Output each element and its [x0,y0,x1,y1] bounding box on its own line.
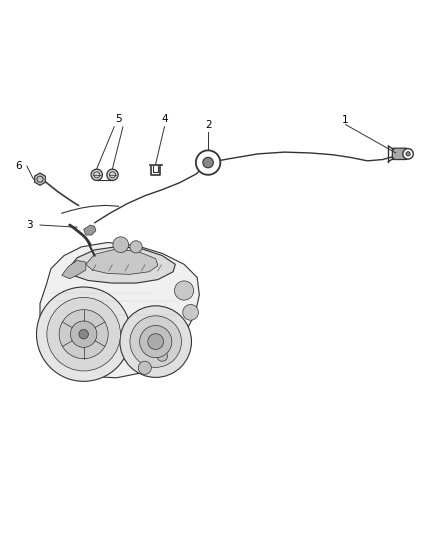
Text: 3: 3 [26,220,32,230]
Circle shape [130,241,142,253]
Circle shape [196,150,220,175]
Circle shape [183,304,198,320]
Polygon shape [86,249,158,274]
Polygon shape [35,173,45,185]
Circle shape [113,237,129,253]
Circle shape [107,169,118,181]
Text: 1: 1 [343,115,349,125]
Polygon shape [68,246,175,283]
FancyBboxPatch shape [392,148,407,159]
Circle shape [36,287,131,381]
Polygon shape [40,243,199,378]
Circle shape [406,152,410,156]
Text: 2: 2 [205,120,212,131]
Circle shape [79,329,88,339]
Polygon shape [62,261,86,279]
Circle shape [91,169,102,181]
Circle shape [203,157,213,168]
Text: 4: 4 [161,114,168,124]
Circle shape [71,321,97,348]
Circle shape [140,326,172,358]
Circle shape [120,306,191,377]
Circle shape [403,149,413,159]
Circle shape [174,281,194,300]
Circle shape [148,334,163,350]
Circle shape [59,310,108,359]
Circle shape [138,361,151,374]
Text: 5: 5 [115,114,122,124]
Circle shape [130,316,181,367]
Circle shape [157,351,167,361]
Polygon shape [84,225,96,235]
Circle shape [47,297,120,371]
Text: 6: 6 [15,161,21,171]
